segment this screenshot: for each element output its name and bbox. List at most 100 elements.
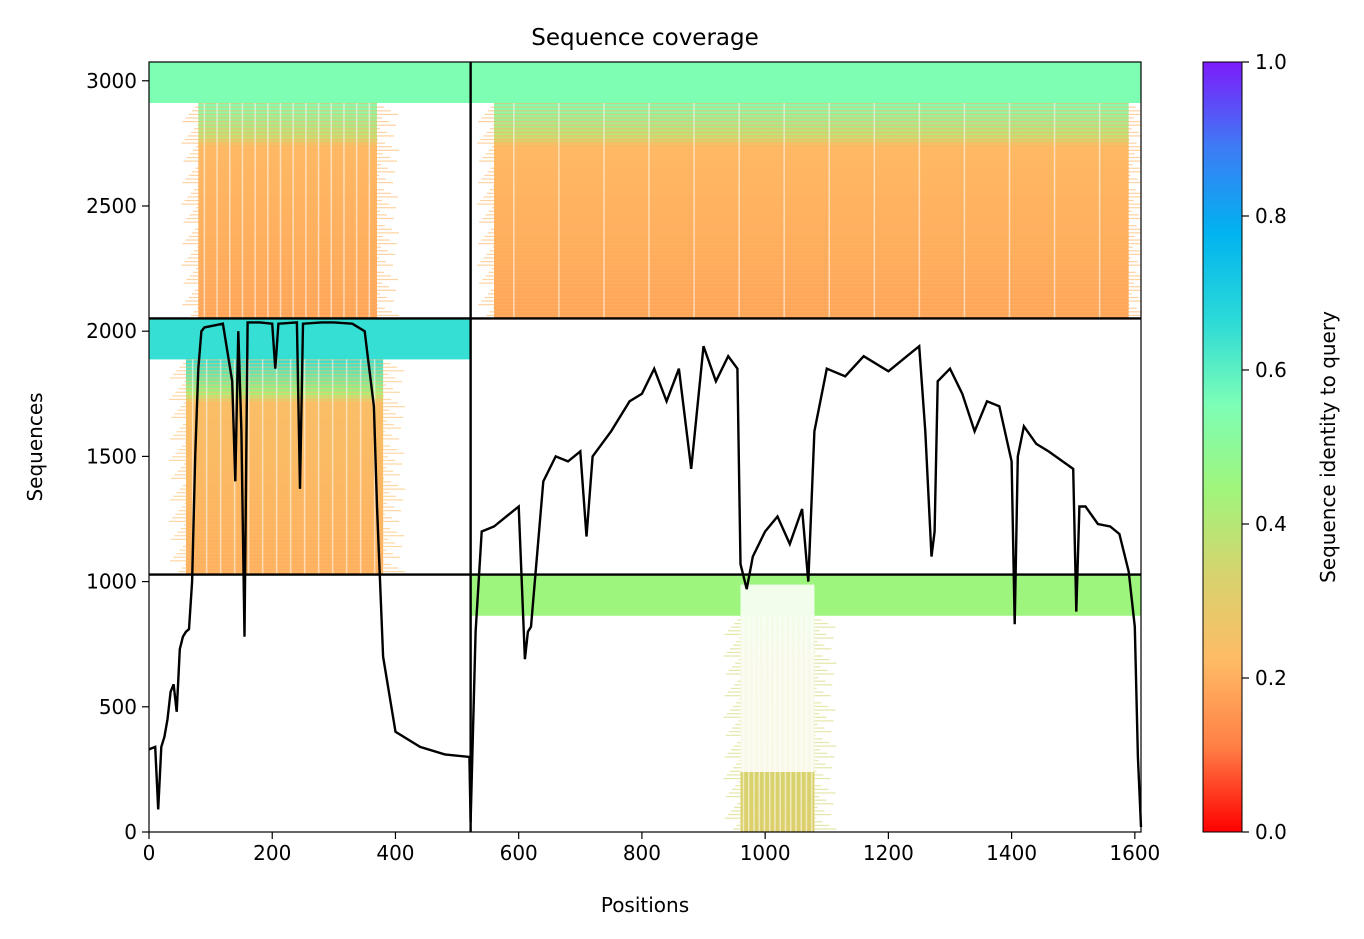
heatmap-cell <box>177 531 398 533</box>
colorbar-label: Sequence identity to query <box>1316 311 1340 583</box>
colorbar-tick-label: 1.0 <box>1255 50 1287 74</box>
heatmap-cell <box>485 275 1141 277</box>
heatmap-cell <box>187 257 379 259</box>
heatmap-gap <box>1008 103 1011 319</box>
heatmap-gap <box>203 103 206 319</box>
heatmap-cell <box>484 235 1135 238</box>
heatmap-cell <box>492 246 1133 248</box>
heatmap-cell <box>489 128 1132 130</box>
heatmap-gap <box>963 103 966 319</box>
heatmap-cell <box>490 228 1141 230</box>
colorbar-tick-label: 0.2 <box>1255 666 1287 690</box>
x-tick-label: 800 <box>623 841 661 865</box>
heatmap-cell <box>190 192 391 194</box>
heatmap-cell <box>489 311 1141 313</box>
heatmap-cell <box>189 214 387 216</box>
heatmap-cell <box>194 189 384 191</box>
heatmap-cell <box>480 199 1134 202</box>
heatmap-gap <box>330 103 333 319</box>
heatmap-gap <box>261 359 264 575</box>
heatmap-cell <box>481 117 1134 119</box>
colorbar-tick-label: 0.0 <box>1255 820 1287 844</box>
heatmap-cell <box>494 164 1133 166</box>
y-tick-label: 3000 <box>86 69 137 93</box>
heatmap-cell <box>192 210 380 212</box>
y-tick-label: 2000 <box>86 319 137 343</box>
heatmap-cell <box>487 293 1132 295</box>
x-tick-label: 400 <box>376 841 414 865</box>
heatmap-cell <box>194 128 380 130</box>
x-tick-label: 1400 <box>986 841 1037 865</box>
heatmap-cell <box>491 146 1141 148</box>
heatmap-cell <box>192 149 399 151</box>
coverage-line <box>148 321 1143 828</box>
heatmap-cell <box>479 282 1134 284</box>
heatmap-cell <box>180 527 391 530</box>
heatmap-cell <box>190 314 399 317</box>
heatmap-cell <box>479 221 1130 223</box>
heatmap-gap <box>241 103 244 319</box>
heatmap-gap <box>191 359 194 575</box>
heatmap-cell <box>182 545 403 548</box>
heatmap-cell <box>736 824 830 826</box>
heatmap-cell <box>184 441 384 444</box>
heatmap-cell <box>174 535 405 537</box>
heatmap-gap <box>317 103 320 319</box>
heatmap-cell <box>490 106 1136 108</box>
heatmap-cell <box>180 466 387 469</box>
heatmap-cell <box>198 103 377 105</box>
heatmap-cell <box>738 781 815 783</box>
heatmap-cell <box>197 246 381 248</box>
heatmap-cell <box>170 377 396 379</box>
heatmap-cell <box>184 563 392 566</box>
heatmap-cell <box>179 366 398 368</box>
heatmap-gap-region <box>740 584 815 772</box>
heatmap-cell <box>725 795 820 798</box>
heatmap-cell <box>175 391 401 393</box>
coverage-heatmap <box>149 62 1141 832</box>
heatmap-cell <box>494 225 1137 227</box>
heatmap-cell <box>181 384 387 386</box>
heatmap-cell <box>175 513 386 515</box>
heatmap-gap <box>918 103 921 319</box>
heatmap-cell <box>173 373 389 375</box>
heatmap-cell <box>477 142 1137 144</box>
heatmap-gap <box>267 103 269 319</box>
heatmap-cell <box>484 174 1131 177</box>
heatmap-cell <box>182 182 393 184</box>
heatmap-gap <box>317 359 320 575</box>
heatmap-cell <box>172 456 389 458</box>
heatmap-gap <box>229 103 231 319</box>
heatmap-cell <box>183 282 382 284</box>
heatmap-cell <box>170 438 400 440</box>
x-tick-label: 0 <box>143 841 156 865</box>
heatmap-cell <box>172 395 385 397</box>
heatmap-block-chain-2 <box>470 62 1141 319</box>
heatmap-cell <box>190 131 387 133</box>
heatmap-cell <box>182 362 391 365</box>
heatmap-cell <box>184 199 382 202</box>
heatmap-cell <box>485 214 1139 216</box>
heatmap-cell <box>196 207 396 209</box>
heatmap-gap <box>513 103 515 319</box>
heatmap-cell <box>178 388 394 390</box>
heatmap-cell <box>494 103 1129 105</box>
heatmap-cell <box>488 210 1132 212</box>
colorbar <box>1202 61 1243 833</box>
heatmap-cell <box>191 232 399 234</box>
heatmap-cell <box>194 250 388 252</box>
colorbar-tick-label: 0.4 <box>1255 512 1287 536</box>
heatmap-cell <box>169 459 396 462</box>
x-tick-label: 1000 <box>740 841 791 865</box>
chain-boundaries <box>149 62 1141 832</box>
chart-title: Sequence coverage <box>531 25 759 51</box>
heatmap-cell <box>491 207 1141 209</box>
heatmap-gap <box>828 103 830 319</box>
heatmap-gap <box>738 103 740 319</box>
heatmap-cell <box>181 445 391 447</box>
plot-frame <box>148 61 1142 833</box>
heatmap-cell <box>482 217 1141 220</box>
heatmap-cell <box>482 278 1141 281</box>
heatmap-cell <box>487 110 1141 112</box>
